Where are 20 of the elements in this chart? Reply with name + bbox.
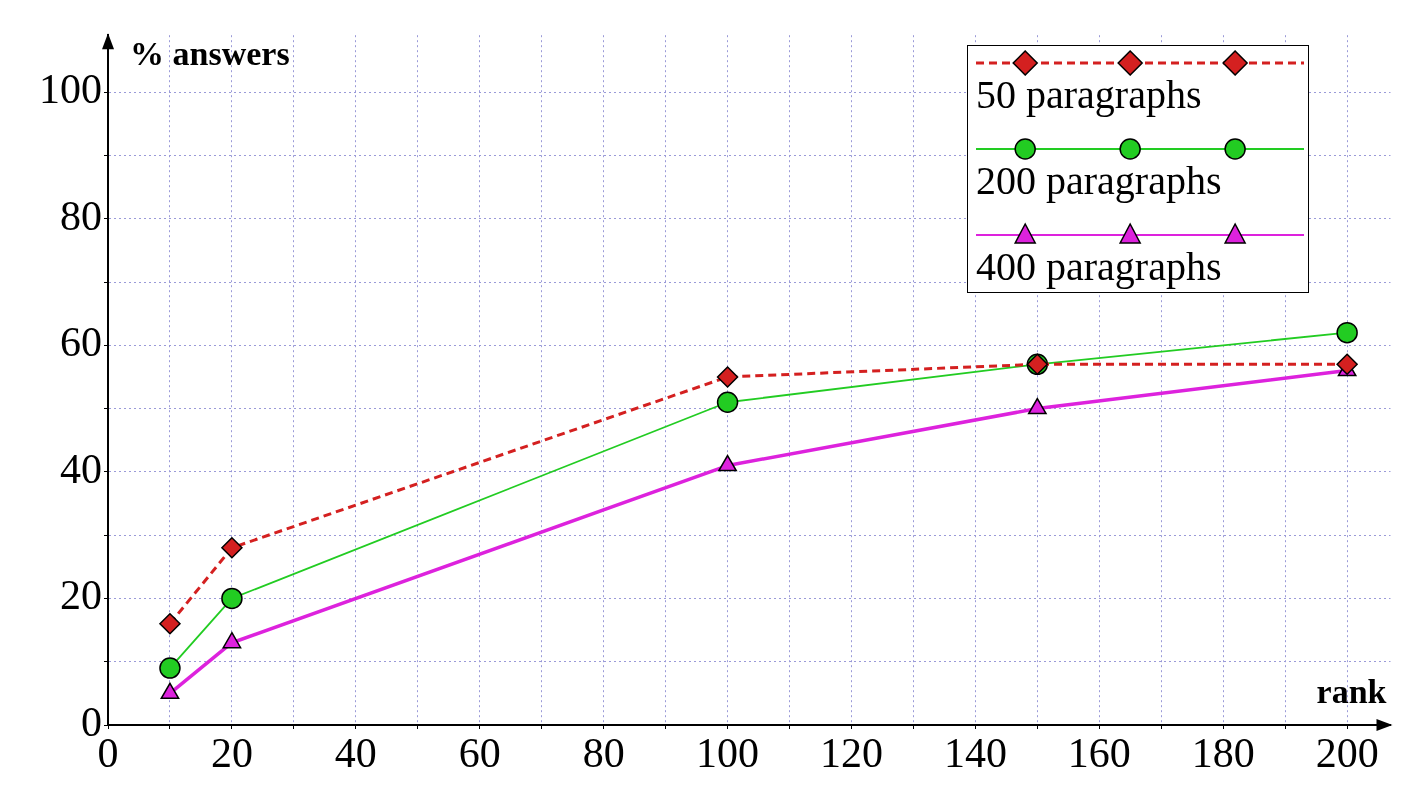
y-tick-label: 80 <box>60 192 102 239</box>
x-tick-label: 20 <box>210 730 253 777</box>
x-tick-label: 180 <box>1191 730 1255 777</box>
y-tick-label: 100 <box>39 66 102 113</box>
y-tick-label: 20 <box>60 572 102 619</box>
x-tick-label: 140 <box>943 730 1007 777</box>
x-axis-title: rank <box>1316 672 1387 710</box>
x-tick-label: 80 <box>582 730 625 777</box>
y-tick-label: 60 <box>60 319 102 366</box>
x-tick-label: 100 <box>696 730 760 777</box>
x-tick-label: 200 <box>1315 730 1379 777</box>
y-tick-label: 40 <box>60 445 102 492</box>
x-tick-label: 60 <box>458 730 501 777</box>
x-tick-label: 160 <box>1067 730 1131 777</box>
y-axis-title: % answers <box>130 34 290 72</box>
legend-label: 50 paragraphs <box>975 72 1203 117</box>
legend-label: 400 paragraphs <box>975 244 1223 289</box>
x-tick-label: 40 <box>334 730 377 777</box>
legend-label: 200 paragraphs <box>975 158 1223 203</box>
x-tick-label: 120 <box>819 730 883 777</box>
